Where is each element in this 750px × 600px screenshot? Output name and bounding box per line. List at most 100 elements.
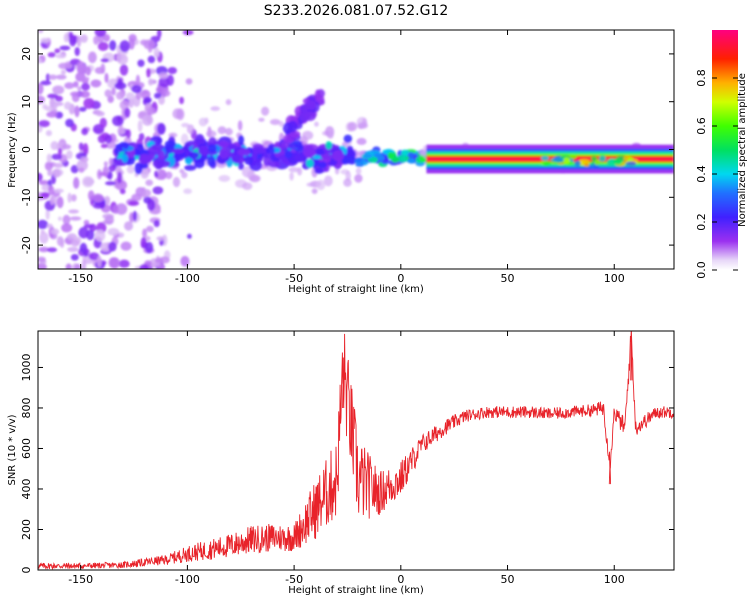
spectrogram-blob [38,58,43,64]
spectrogram-blob [74,105,80,118]
spectrogram-blob [46,153,52,163]
spectrogram-blob [153,47,160,57]
spectrogram-blob [198,117,208,127]
spectrogram-blob [184,156,193,165]
spectrogram-blob [343,178,352,187]
spectrogram-blob [126,129,131,139]
spectrogram-blob [356,137,367,145]
spectrogram-blob [407,152,415,159]
spectrogram-blob [131,85,142,94]
spectrogram-blob [38,30,44,34]
spectrogram-ytick-label: 10 [20,95,33,109]
spectrogram-blob [103,161,108,167]
spectrogram-xlabel: Height of straight line (km) [288,284,424,295]
spectrogram-blob [152,156,165,169]
spectrogram-blob [40,37,50,44]
snr-xtick-label: 0 [397,573,404,586]
spectrogram-blob [134,162,143,175]
spectrogram-blob [148,78,154,86]
spectrogram-blob [171,148,185,154]
spectrogram-blob [47,168,53,177]
colorbar-tick-label: 0.2 [695,213,708,231]
spectrogram-blob [80,156,89,163]
spectrogram-blob [53,162,64,168]
colorbar-tick-label: 0.4 [695,165,708,183]
spectrogram-blob [47,93,59,99]
spectrogram-blob [186,124,195,134]
spectrogram-blob [261,106,270,116]
spectrogram-blob [143,96,152,104]
spectrogram-blob [184,164,197,171]
spectrogram-blob [317,161,328,169]
spectrogram-blob [92,203,105,209]
spectrogram-blob [49,195,55,206]
spectrogram-blob [68,31,74,40]
spectrogram-blob [73,177,80,189]
spectrogram-blob [119,100,130,110]
spectrogram-blob [132,210,138,222]
spectrogram-blob [140,39,149,46]
spectrogram-ylabel: Frequency (Hz) [7,112,18,188]
spectrogram-blob [179,96,185,105]
spectrogram-blob [574,160,581,167]
snr-xlabel: Height of straight line (km) [288,585,424,596]
spectrogram-blob [60,238,65,249]
spectrogram-blob [109,257,120,269]
spectrogram-blob [182,30,194,36]
spectrogram-blob [141,189,152,197]
spectrogram-blob [78,227,89,239]
spectrogram-blob [294,140,303,148]
spectrogram-blob [53,188,64,194]
spectrogram-blob [305,100,317,111]
spectrogram-blob [345,170,351,181]
spectrogram-blob [40,191,50,198]
spectrogram-blob [327,130,334,139]
spectrogram-blob [598,155,607,162]
spectrogram-blob [590,156,598,161]
spectrogram-blob [58,62,69,70]
spectrogram-blob [172,176,181,188]
spectrogram-blob [397,154,407,163]
spectrogram-blob [218,174,231,182]
snr-xtick-label: 50 [501,573,515,586]
spectrogram-blob [38,256,46,262]
spectrogram-blob [55,111,63,119]
figure-title: S233.2026.081.07.52.G12 [264,3,449,19]
spectrogram-blob [98,172,107,177]
spectrogram-blob [407,158,416,164]
spectrogram-blob [73,81,79,88]
spectrogram-blob [303,148,314,159]
spectrogram-blob [56,196,64,209]
spectrogram-blob [314,167,324,174]
spectrogram-blob [210,106,221,111]
spectrogram-blob [158,263,166,269]
spectrogram-blob [314,89,321,101]
spectrogram-blob [217,126,227,135]
spectrogram-blob [195,133,205,146]
spectrogram-blob [122,142,129,150]
spectrogram-blob [377,155,385,161]
spectrogram-blob [128,97,134,108]
spectrogram-blob [117,171,123,184]
spectrogram-blob [135,74,141,87]
spectrogram-blob [121,153,129,163]
spectrogram-blob [90,79,102,88]
spectrogram-blob [227,144,238,150]
spectrogram-blob [140,237,147,249]
spectrogram-blob [55,53,67,59]
spectrogram-blob [63,101,72,110]
spectrogram-blob [112,115,124,127]
spectrogram-blob [67,246,79,253]
spectrogram-blob [258,117,265,122]
spectrogram-blob [354,174,363,183]
spectrogram-blob [594,159,601,166]
spectrogram-blob [141,114,154,126]
spectrogram-blob [69,216,82,221]
spectrogram-blob [180,255,190,267]
spectrogram-blob [115,203,128,215]
spectrogram-blob [181,122,190,128]
spectrogram-blob [181,171,188,179]
spectrogram-blob [128,33,137,42]
spectrogram-blob [156,236,165,241]
